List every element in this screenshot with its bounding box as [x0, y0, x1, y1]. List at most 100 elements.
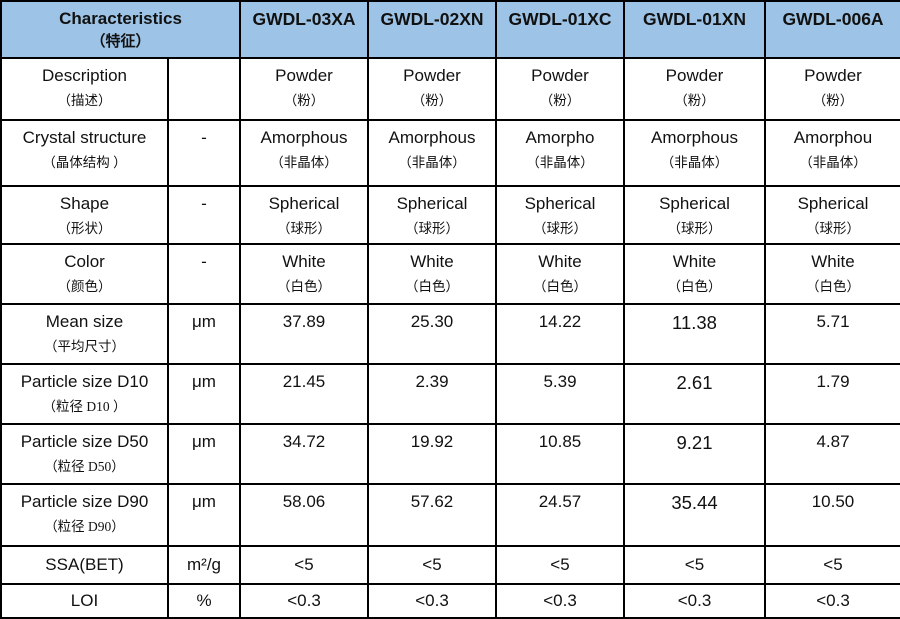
value-cell: 21.45 [239, 363, 369, 425]
value-cell: 5.39 [495, 363, 625, 425]
value-cell: 10.50 [764, 483, 900, 547]
value-cell: <0.3 [764, 583, 900, 619]
value-en: 11.38 [672, 312, 717, 333]
row-label-cell: LOI [0, 583, 169, 619]
value-cell: Powder （粉） [495, 57, 625, 121]
value-en: Powder [275, 66, 333, 85]
value-cell: White （白色） [764, 243, 900, 305]
value-en: 9.21 [676, 432, 713, 453]
value-zh: （粉） [674, 93, 715, 109]
value-en: <5 [294, 554, 314, 574]
value-cell: 10.85 [495, 423, 625, 485]
value-cell: <5 [367, 545, 497, 585]
value-en: <5 [684, 554, 705, 574]
row-label-zh: （粒径 D90） [44, 519, 125, 535]
value-cell: 57.62 [367, 483, 497, 547]
value-en: Amorphous [260, 128, 348, 147]
value-zh: （非晶体） [526, 155, 594, 171]
value-en: <0.3 [543, 590, 577, 610]
row-unit-cell: % [167, 583, 241, 619]
header-row: Characteristics （特征） GWDL-03XA GWDL-02XN… [0, 0, 900, 59]
value-zh: （白色） [667, 279, 722, 295]
value-en: 14.22 [538, 312, 582, 331]
row-label-en: Shape [59, 194, 110, 213]
value-en: <0.3 [816, 590, 850, 610]
value-en: 5.71 [816, 312, 850, 331]
value-cell: Amorpho （非晶体） [495, 119, 625, 187]
value-cell: 5.71 [764, 303, 900, 365]
value-en: 57.62 [410, 492, 454, 511]
value-zh: （白色） [405, 279, 459, 295]
header-characteristics-zh: （特征） [90, 34, 151, 51]
row-label-en: Color [64, 252, 105, 271]
row-unit-cell: m²/g [167, 545, 241, 585]
row-mean-size: Mean size （平均尺寸） μm 37.89 25.30 14.22 11… [0, 303, 900, 365]
row-particle-size-d10: Particle size D10 （粒径 D10 ） μm 21.45 2.3… [0, 363, 900, 425]
row-label-zh: （形状） [57, 221, 112, 237]
row-unit-cell: μm [167, 483, 241, 547]
value-en: <0.3 [415, 590, 449, 610]
value-zh: （球形） [533, 221, 587, 237]
value-cell: <5 [495, 545, 625, 585]
row-unit-cell: - [167, 185, 241, 245]
value-en: White [410, 252, 454, 271]
value-cell: <0.3 [495, 583, 625, 619]
row-label-cell: Shape （形状） [0, 185, 169, 245]
value-cell: <5 [239, 545, 369, 585]
row-label-zh: （粒径 D10 ） [42, 399, 127, 415]
value-cell: 11.38 [623, 303, 766, 365]
value-en: Powder [665, 66, 724, 85]
column-header-gwdl-01xn: GWDL-01XN [623, 0, 766, 59]
row-label-cell: Description （描述） [0, 57, 169, 121]
value-zh: （白色） [806, 279, 860, 295]
value-en: 24.57 [538, 492, 582, 511]
column-header-gwdl-02xn: GWDL-02XN [367, 0, 497, 59]
value-en: 34.72 [282, 432, 326, 451]
value-cell: White （白色） [239, 243, 369, 305]
value-en: 35.44 [671, 492, 718, 513]
header-characteristics: Characteristics （特征） [0, 0, 241, 59]
row-label-en: Particle size D10 [20, 372, 149, 391]
row-particle-size-d90: Particle size D90 （粒径 D90） μm 58.06 57.6… [0, 483, 900, 547]
row-label-cell: Crystal structure （晶体结构 ） [0, 119, 169, 187]
value-cell: Powder （粉） [239, 57, 369, 121]
value-cell: Amorphous （非晶体） [623, 119, 766, 187]
value-zh: （球形） [405, 221, 459, 237]
value-en: White [282, 252, 326, 271]
value-en: Powder [531, 66, 589, 85]
value-en: 5.39 [543, 372, 577, 391]
value-cell: White （白色） [623, 243, 766, 305]
value-en: 4.87 [816, 432, 850, 451]
value-cell: Spherical （球形） [239, 185, 369, 245]
value-en: Spherical [396, 194, 468, 213]
value-zh: （非晶体） [799, 155, 867, 171]
value-en: White [811, 252, 855, 271]
row-unit-cell: μm [167, 303, 241, 365]
value-cell: <5 [623, 545, 766, 585]
value-en: 10.85 [538, 432, 582, 451]
value-cell: 37.89 [239, 303, 369, 365]
row-label-cell: SSA(BET) [0, 545, 169, 585]
value-zh: （粉） [411, 93, 453, 109]
value-zh: （白色） [277, 279, 331, 295]
value-cell: 34.72 [239, 423, 369, 485]
row-label-zh: （描述） [57, 93, 112, 109]
value-cell: White （白色） [367, 243, 497, 305]
value-zh: （非晶体） [270, 155, 338, 171]
value-zh: （粉） [539, 93, 581, 109]
value-cell: 2.61 [623, 363, 766, 425]
value-zh: （白色） [533, 279, 587, 295]
value-en: <0.3 [287, 590, 321, 610]
column-header-gwdl-03xa: GWDL-03XA [239, 0, 369, 59]
value-cell: <0.3 [367, 583, 497, 619]
value-cell: Spherical （球形） [623, 185, 766, 245]
value-zh: （球形） [277, 221, 331, 237]
value-cell: 9.21 [623, 423, 766, 485]
row-loi: LOI % <0.3 <0.3 <0.3 <0.3 <0.3 [0, 583, 900, 619]
value-cell: <5 [764, 545, 900, 585]
value-en: <5 [550, 554, 570, 574]
row-label-cell: Particle size D10 （粒径 D10 ） [0, 363, 169, 425]
row-label-cell: Particle size D90 （粒径 D90） [0, 483, 169, 547]
row-shape: Shape （形状） - Spherical （球形） Spherical （球… [0, 185, 900, 245]
